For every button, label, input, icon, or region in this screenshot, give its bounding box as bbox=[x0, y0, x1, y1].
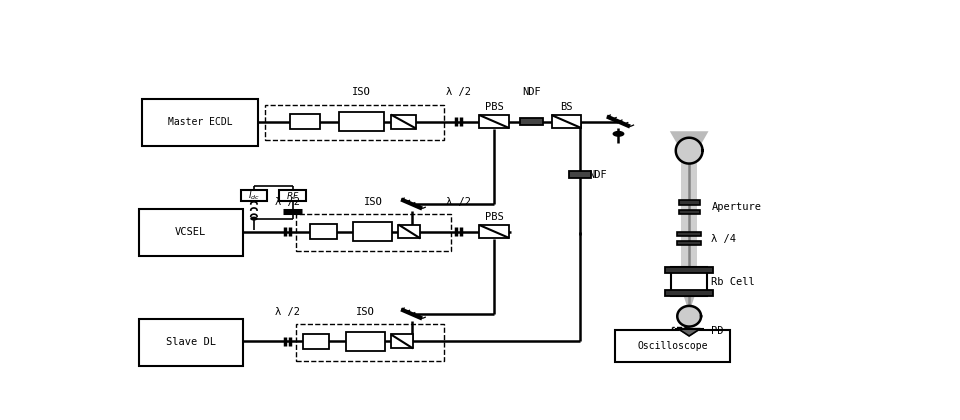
Bar bbox=[297, 324, 444, 361]
Bar bbox=[310, 224, 337, 239]
Bar bbox=[568, 171, 591, 178]
Bar bbox=[665, 267, 713, 273]
Bar bbox=[297, 214, 451, 251]
Bar bbox=[346, 332, 385, 351]
Bar bbox=[677, 233, 701, 236]
Polygon shape bbox=[681, 288, 697, 306]
Bar bbox=[353, 222, 393, 241]
Bar bbox=[665, 290, 713, 296]
Polygon shape bbox=[678, 329, 701, 336]
Text: Oscilloscope: Oscilloscope bbox=[637, 341, 708, 351]
Bar bbox=[681, 151, 697, 288]
Text: BS: BS bbox=[560, 102, 573, 113]
Bar bbox=[340, 112, 384, 131]
Bar bbox=[614, 330, 731, 362]
Text: λ /2: λ /2 bbox=[275, 307, 300, 317]
Bar bbox=[290, 114, 320, 129]
Text: ISO: ISO bbox=[352, 87, 372, 97]
Bar bbox=[391, 334, 413, 349]
Bar bbox=[138, 209, 243, 256]
Text: $I_{dc}$: $I_{dc}$ bbox=[248, 189, 260, 202]
Bar bbox=[677, 241, 701, 245]
Bar bbox=[679, 210, 700, 214]
Text: NDF: NDF bbox=[588, 170, 608, 180]
Text: ISO: ISO bbox=[356, 307, 375, 317]
Text: λ /2: λ /2 bbox=[446, 197, 471, 207]
Text: VCSEL: VCSEL bbox=[175, 227, 206, 237]
Text: λ /2: λ /2 bbox=[446, 87, 471, 97]
Bar bbox=[671, 267, 707, 296]
Text: Master ECDL: Master ECDL bbox=[168, 117, 232, 127]
Polygon shape bbox=[677, 306, 701, 327]
Bar bbox=[303, 334, 329, 349]
Text: $RF$: $RF$ bbox=[286, 190, 300, 201]
Bar bbox=[138, 319, 243, 366]
Bar bbox=[279, 190, 306, 201]
Bar bbox=[479, 115, 509, 128]
Bar bbox=[142, 99, 257, 146]
Bar bbox=[520, 118, 542, 125]
Text: λ /4: λ /4 bbox=[711, 234, 736, 244]
Circle shape bbox=[251, 217, 257, 220]
Text: PBS: PBS bbox=[485, 102, 504, 113]
Bar bbox=[679, 200, 700, 205]
Text: Aperture: Aperture bbox=[711, 202, 761, 212]
Bar bbox=[479, 225, 509, 238]
Text: Rb Cell: Rb Cell bbox=[711, 277, 756, 286]
Polygon shape bbox=[670, 131, 708, 151]
Bar bbox=[391, 115, 416, 129]
Bar bbox=[398, 225, 420, 239]
Bar bbox=[265, 105, 444, 140]
Text: PBS: PBS bbox=[485, 213, 504, 223]
Text: Slave DL: Slave DL bbox=[166, 337, 216, 347]
Text: PD: PD bbox=[711, 326, 724, 336]
Text: NDF: NDF bbox=[522, 87, 540, 97]
Polygon shape bbox=[676, 138, 703, 163]
Text: λ /2: λ /2 bbox=[275, 197, 300, 207]
Bar bbox=[241, 190, 267, 201]
Circle shape bbox=[613, 131, 624, 136]
Bar bbox=[551, 115, 581, 128]
Text: ISO: ISO bbox=[364, 197, 382, 207]
